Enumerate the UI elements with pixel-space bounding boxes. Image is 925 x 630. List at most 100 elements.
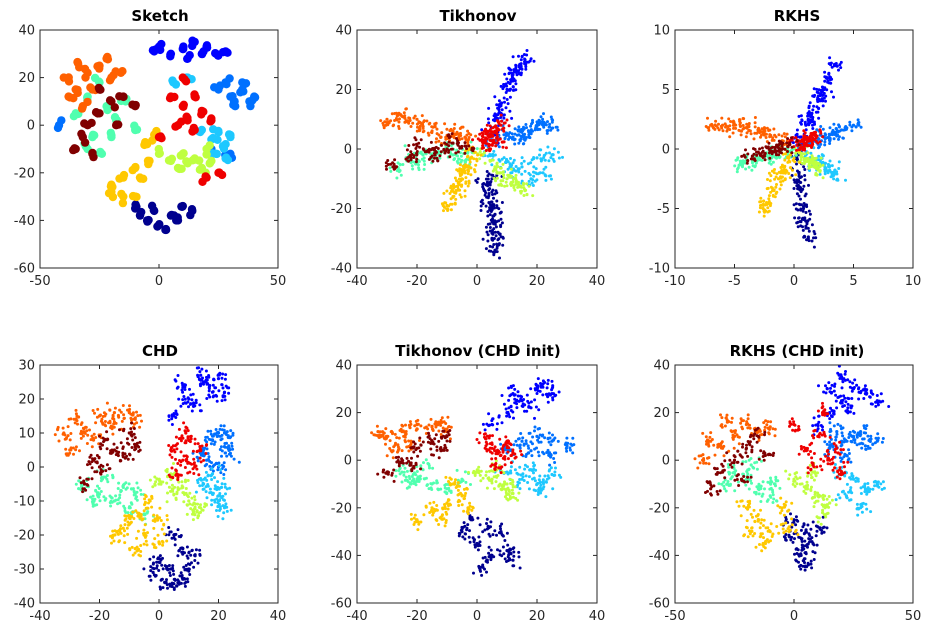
- point-texture: [805, 203, 808, 207]
- point-texture: [405, 478, 409, 482]
- point-texture: [525, 192, 529, 196]
- point-texture: [810, 160, 814, 164]
- point-texture: [197, 511, 201, 515]
- point-texture: [173, 543, 177, 547]
- point-texture: [185, 457, 189, 461]
- point-texture: [487, 478, 491, 482]
- point-texture: [205, 159, 214, 168]
- point-texture: [155, 514, 159, 518]
- point-texture: [459, 160, 463, 164]
- point-texture: [532, 165, 536, 169]
- point-texture: [456, 143, 460, 147]
- point-texture: [448, 437, 452, 441]
- point-texture: [543, 153, 547, 157]
- point-texture: [779, 176, 783, 180]
- point-texture: [820, 97, 824, 101]
- point-texture: [556, 128, 560, 132]
- point-texture: [444, 510, 448, 514]
- point-texture: [397, 436, 401, 440]
- point-texture: [548, 463, 552, 467]
- point-texture: [191, 467, 195, 471]
- point-texture: [526, 444, 530, 448]
- point-texture: [393, 443, 397, 447]
- point-texture: [542, 452, 546, 456]
- point-texture: [222, 428, 226, 432]
- point-texture: [422, 461, 425, 465]
- point-texture: [449, 152, 453, 156]
- point-texture: [90, 477, 94, 481]
- y-tick-label: -40: [14, 597, 35, 612]
- point-texture: [519, 432, 523, 435]
- point-texture: [505, 84, 509, 88]
- point-texture: [174, 473, 178, 477]
- point-texture: [763, 203, 767, 207]
- x-tick-label: 5: [849, 274, 857, 289]
- point-texture: [404, 432, 408, 436]
- point-texture: [829, 175, 833, 179]
- point-texture: [489, 200, 493, 204]
- point-texture: [539, 159, 543, 163]
- point-texture: [545, 477, 549, 481]
- point-texture: [772, 127, 776, 131]
- point-texture: [732, 126, 735, 130]
- point-texture: [484, 559, 488, 563]
- scatter-cloud: [379, 49, 564, 260]
- point-texture: [409, 482, 412, 486]
- point-texture: [417, 141, 421, 145]
- point-texture: [158, 561, 162, 565]
- point-texture: [529, 132, 533, 136]
- point-texture: [746, 152, 750, 156]
- point-texture: [218, 507, 222, 511]
- point-texture: [787, 172, 791, 175]
- point-texture: [489, 556, 493, 560]
- point-texture: [786, 150, 789, 153]
- point-texture: [777, 153, 781, 157]
- point-texture: [463, 532, 467, 536]
- point-texture: [786, 155, 790, 159]
- point-texture: [164, 580, 168, 584]
- point-texture: [182, 565, 186, 569]
- point-texture: [837, 135, 841, 139]
- point-texture: [77, 104, 87, 113]
- point-texture: [232, 457, 236, 461]
- point-texture: [410, 164, 414, 168]
- point-texture: [531, 442, 534, 446]
- point-texture: [487, 194, 491, 198]
- point-texture: [123, 529, 126, 533]
- point-texture: [734, 158, 738, 162]
- point-texture: [749, 132, 753, 136]
- point-texture: [493, 222, 497, 226]
- point-texture: [383, 120, 387, 124]
- point-texture: [537, 440, 541, 444]
- point-texture: [791, 168, 794, 172]
- point-texture: [551, 126, 555, 130]
- point-texture: [69, 94, 78, 103]
- point-texture: [514, 65, 518, 69]
- point-texture: [457, 177, 461, 181]
- point-texture: [823, 79, 827, 83]
- point-texture: [115, 174, 124, 183]
- point-texture: [553, 473, 557, 477]
- point-texture: [453, 185, 457, 189]
- point-texture: [112, 442, 116, 446]
- point-texture: [517, 125, 521, 129]
- point-texture: [166, 586, 169, 590]
- point-texture: [122, 504, 126, 508]
- point-texture: [527, 135, 531, 139]
- point-texture: [130, 515, 134, 519]
- point-texture: [507, 398, 511, 402]
- point-texture: [528, 468, 532, 472]
- point-texture: [488, 229, 492, 233]
- point-texture: [422, 159, 426, 163]
- point-texture: [452, 194, 456, 198]
- point-texture: [190, 409, 194, 413]
- point-texture: [95, 454, 99, 457]
- point-texture: [474, 163, 478, 167]
- point-texture: [517, 54, 520, 58]
- point-texture: [759, 153, 763, 157]
- point-texture: [175, 490, 179, 494]
- point-texture: [154, 546, 158, 550]
- point-texture: [509, 482, 513, 485]
- point-texture: [819, 125, 823, 128]
- point-texture: [811, 142, 814, 145]
